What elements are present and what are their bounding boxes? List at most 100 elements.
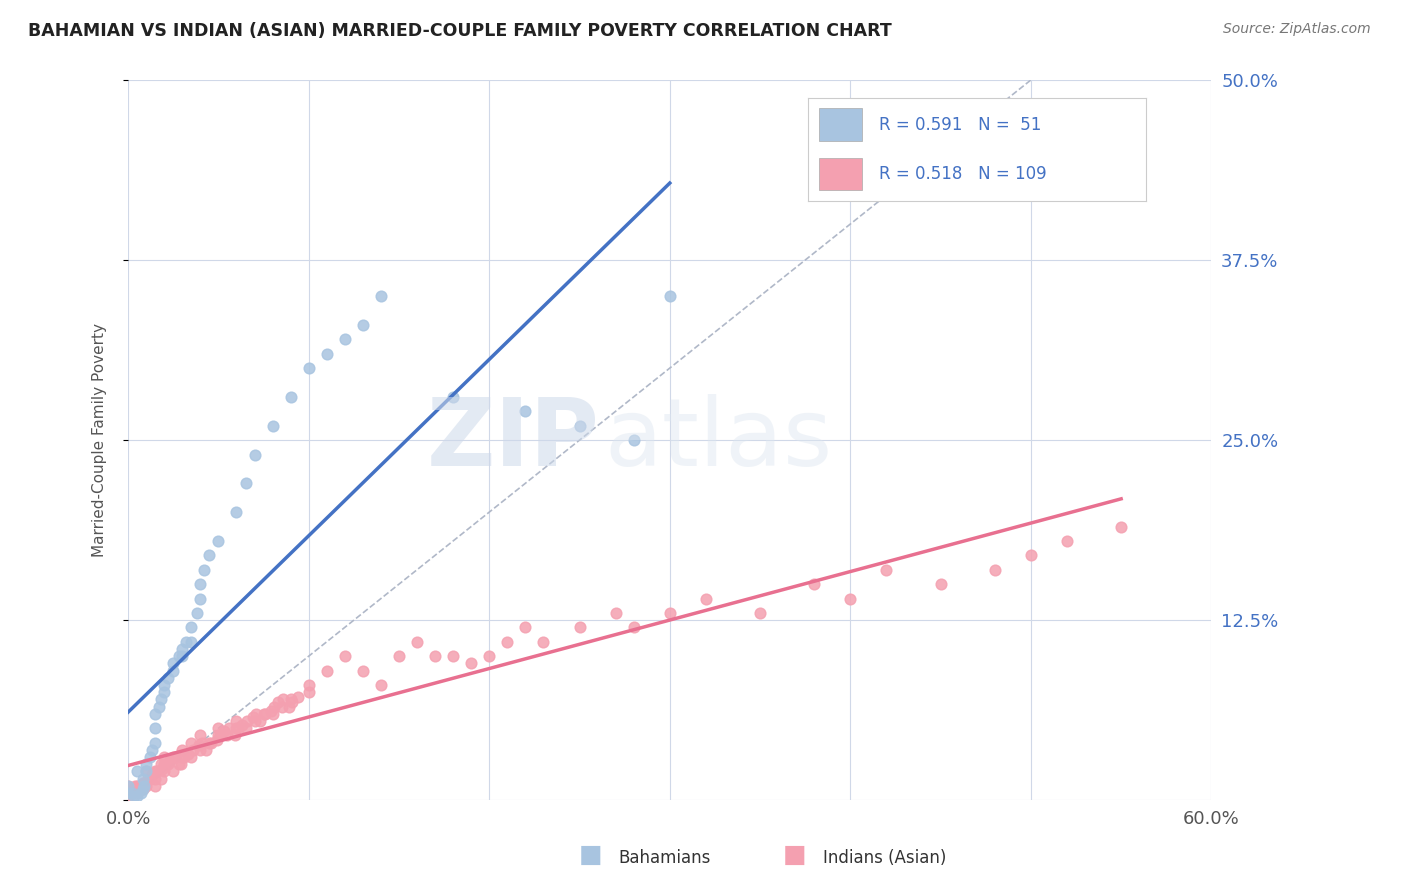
Point	[224, 728, 246, 742]
Text: Indians (Asian): Indians (Asian)	[823, 849, 946, 867]
Point	[875, 563, 897, 577]
Point	[162, 664, 184, 678]
Point	[180, 634, 202, 648]
Point	[225, 714, 247, 728]
Point	[127, 786, 149, 800]
Point	[267, 695, 290, 709]
Point	[134, 776, 156, 790]
Point	[149, 692, 172, 706]
Point	[194, 743, 217, 757]
Point	[242, 709, 264, 723]
Point	[496, 634, 519, 648]
Point	[117, 786, 139, 800]
Point	[143, 764, 166, 779]
Point	[141, 767, 163, 781]
Point	[143, 736, 166, 750]
Point	[141, 743, 163, 757]
Text: ZIP: ZIP	[426, 394, 599, 486]
Point	[658, 289, 681, 303]
Point	[135, 757, 157, 772]
Point	[515, 404, 537, 418]
Point	[839, 591, 862, 606]
Point	[172, 743, 194, 757]
Point	[180, 736, 202, 750]
Point	[146, 764, 169, 779]
Point	[162, 750, 184, 764]
Point	[153, 757, 176, 772]
Point	[173, 750, 195, 764]
Point	[231, 718, 253, 732]
Point	[190, 743, 212, 757]
Point	[218, 721, 240, 735]
Point	[153, 678, 176, 692]
Point	[139, 750, 162, 764]
Point	[207, 728, 229, 742]
Text: R = 0.591   N =  51: R = 0.591 N = 51	[879, 116, 1042, 134]
Point	[249, 714, 271, 728]
Text: R = 0.518   N = 109: R = 0.518 N = 109	[879, 165, 1047, 183]
Point	[143, 721, 166, 735]
Point	[131, 776, 153, 790]
Point	[143, 779, 166, 793]
Point	[148, 699, 170, 714]
Point	[165, 750, 187, 764]
Point	[167, 757, 190, 772]
Point	[177, 747, 200, 761]
Point	[260, 704, 283, 718]
Y-axis label: Married-Couple Family Poverty: Married-Couple Family Poverty	[93, 323, 107, 558]
Point	[190, 577, 212, 591]
Point	[388, 649, 411, 664]
Point	[159, 753, 181, 767]
Point	[200, 736, 222, 750]
Point	[143, 772, 166, 786]
Point	[191, 736, 214, 750]
Point	[225, 505, 247, 519]
Point	[127, 789, 149, 803]
Point	[198, 549, 221, 563]
Point	[406, 634, 429, 648]
Point	[181, 743, 204, 757]
Point	[273, 692, 295, 706]
Point	[212, 724, 235, 739]
Point	[129, 786, 152, 800]
Point	[623, 433, 645, 447]
Point	[122, 789, 145, 803]
Point	[252, 706, 274, 721]
Point	[1056, 533, 1078, 548]
Point	[262, 418, 284, 433]
Bar	[818, 158, 862, 190]
Text: Bahamians: Bahamians	[619, 849, 711, 867]
Point	[315, 346, 337, 360]
Point	[1019, 549, 1042, 563]
Point	[207, 721, 229, 735]
Point	[155, 757, 177, 772]
Point	[262, 706, 284, 721]
Point	[333, 649, 356, 664]
Point	[441, 649, 464, 664]
Point	[280, 692, 302, 706]
Point	[568, 418, 591, 433]
Point	[143, 706, 166, 721]
Point	[127, 764, 149, 779]
Point	[243, 448, 266, 462]
Point	[287, 690, 309, 704]
Point	[128, 779, 150, 793]
Point	[280, 390, 302, 404]
Point	[131, 781, 153, 796]
Point	[117, 786, 139, 800]
Point	[277, 699, 299, 714]
Point	[298, 678, 321, 692]
Point	[225, 721, 247, 735]
Point	[190, 728, 212, 742]
Point	[117, 790, 139, 805]
Point	[695, 591, 717, 606]
Point	[122, 781, 145, 796]
Point	[254, 706, 277, 721]
Text: ■: ■	[579, 843, 602, 867]
Point	[423, 649, 446, 664]
Point	[929, 577, 952, 591]
Point	[205, 732, 228, 747]
Point	[370, 678, 392, 692]
Point	[180, 750, 202, 764]
Point	[149, 757, 172, 772]
